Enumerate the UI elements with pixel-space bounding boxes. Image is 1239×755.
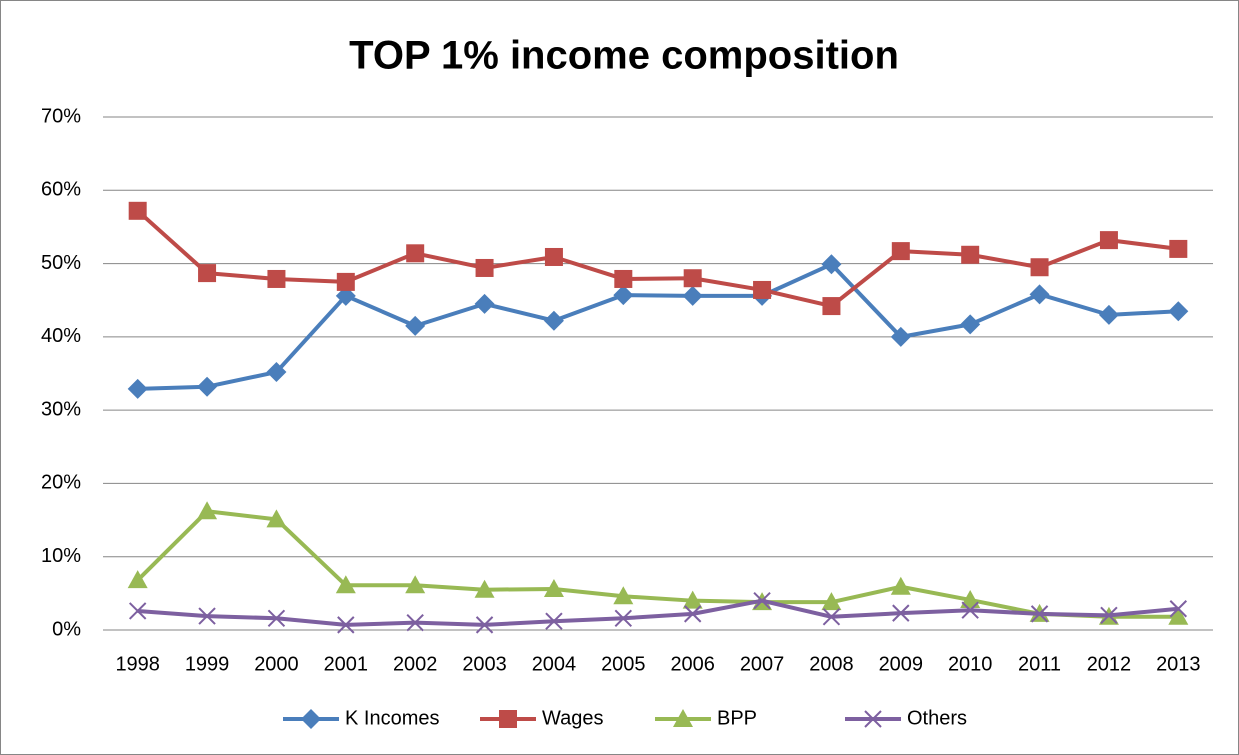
data-point	[267, 269, 286, 288]
x-tick-label: 2002	[393, 653, 438, 675]
y-tick-label: 40%	[41, 325, 81, 347]
data-point	[890, 326, 911, 347]
x-tick-label: 2011	[1018, 653, 1061, 675]
data-point	[1169, 600, 1188, 618]
series-line	[136, 209, 1179, 309]
data-point	[267, 609, 286, 627]
x-tick-label: 2010	[948, 653, 993, 675]
data-point	[683, 605, 702, 623]
series-line	[137, 598, 1179, 627]
data-point	[543, 578, 564, 597]
legend-marker	[673, 709, 693, 727]
data-point	[198, 264, 217, 283]
series-line	[136, 509, 1179, 619]
chart-title: TOP 1% income composition	[349, 34, 899, 78]
data-point	[753, 280, 772, 299]
data-point	[821, 592, 842, 611]
data-point	[682, 590, 703, 609]
data-point	[128, 201, 147, 220]
data-point	[197, 376, 218, 397]
data-point	[822, 297, 841, 316]
data-point	[1168, 606, 1189, 625]
x-tick-label: 2005	[601, 653, 646, 675]
data-point	[128, 602, 147, 620]
data-point	[890, 576, 911, 595]
data-point	[475, 616, 494, 634]
data-point	[127, 570, 148, 589]
data-point	[474, 579, 495, 598]
data-point	[197, 501, 218, 520]
x-tick-label: 2007	[740, 653, 785, 675]
data-point	[405, 315, 426, 336]
data-point	[406, 244, 425, 263]
legend-label: K Incomes	[345, 707, 439, 729]
data-point	[335, 575, 356, 594]
series-line	[137, 262, 1179, 391]
data-point	[614, 609, 633, 627]
x-tick-label: 1999	[185, 653, 230, 675]
data-point	[1169, 239, 1188, 258]
x-tick-label: 2008	[809, 653, 854, 675]
data-point	[474, 293, 495, 314]
data-point	[1029, 284, 1050, 305]
data-point	[961, 601, 979, 619]
legend-label: Others	[907, 707, 967, 729]
x-tick-label: 1998	[115, 653, 160, 675]
data-point	[1100, 606, 1118, 625]
data-point	[127, 378, 148, 399]
x-tick-label: 2006	[670, 653, 715, 675]
y-tick-label: 30%	[41, 398, 81, 420]
data-point	[961, 245, 980, 264]
y-tick-label: 60%	[41, 179, 81, 201]
data-point	[821, 254, 842, 275]
data-point	[613, 285, 634, 306]
data-point	[892, 604, 910, 622]
x-tick-label: 2012	[1087, 653, 1132, 675]
data-point	[614, 269, 633, 288]
data-point	[891, 242, 910, 261]
data-point	[336, 272, 355, 291]
data-point	[266, 362, 287, 383]
legend-marker	[864, 710, 882, 728]
data-point	[405, 575, 426, 594]
data-point	[682, 285, 703, 306]
data-point	[266, 509, 287, 528]
x-tick-label: 2000	[254, 653, 299, 675]
y-tick-label: 50%	[41, 252, 81, 274]
data-point	[544, 247, 563, 266]
data-point	[543, 310, 564, 331]
data-point	[545, 612, 563, 630]
data-point	[337, 616, 355, 634]
x-tick-label: 2001	[324, 653, 369, 675]
data-point	[1030, 605, 1049, 623]
data-point	[753, 591, 771, 610]
x-tick-label: 2013	[1156, 653, 1201, 675]
data-point	[683, 269, 702, 288]
legend-label: Wages	[542, 707, 604, 729]
data-point	[1098, 304, 1119, 325]
legend-marker	[301, 709, 321, 729]
x-tick-label: 2004	[532, 653, 577, 675]
x-tick-label: 2003	[462, 653, 507, 675]
data-point	[198, 607, 216, 625]
data-point	[1099, 231, 1118, 250]
data-point	[406, 613, 424, 632]
y-tick-label: 20%	[41, 472, 81, 494]
y-tick-label: 10%	[41, 545, 81, 567]
data-point	[960, 589, 981, 608]
data-point	[960, 314, 981, 335]
data-point	[475, 258, 494, 277]
data-point	[1168, 301, 1189, 322]
data-point	[1030, 258, 1049, 277]
y-tick-label: 0%	[52, 618, 81, 640]
data-point	[613, 586, 634, 605]
y-tick-label: 70%	[41, 105, 81, 127]
data-point	[822, 608, 841, 626]
legend-label: BPP	[717, 707, 757, 729]
x-tick-label: 2009	[879, 653, 924, 675]
legend-marker	[499, 710, 517, 728]
